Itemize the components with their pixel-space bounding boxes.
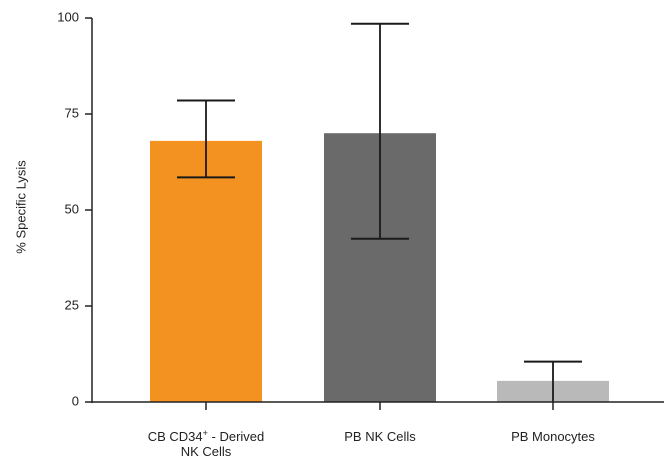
y-axis-title: % Specific Lysis xyxy=(13,160,28,254)
x-tick-label-2: PB NK Cells xyxy=(344,429,416,444)
plot-area: 0 25 50 75 100 CB CD34+ - Derived NK Cells PB N… xyxy=(57,9,664,459)
x-tick-label-1: CB CD34+ - Derived NK Cells xyxy=(148,428,265,459)
y-tick-label-75: 75 xyxy=(65,105,79,120)
y-tick-label-100: 100 xyxy=(57,9,79,24)
bar-1 xyxy=(150,140,262,402)
x-tick-label-3: PB Monocytes xyxy=(511,429,595,444)
y-tick-label-0: 0 xyxy=(72,393,79,408)
y-tick-label-50: 50 xyxy=(65,201,79,216)
y-tick-label-25: 25 xyxy=(65,297,79,312)
y-axis-title-group: % Specific Lysis xyxy=(13,160,28,254)
